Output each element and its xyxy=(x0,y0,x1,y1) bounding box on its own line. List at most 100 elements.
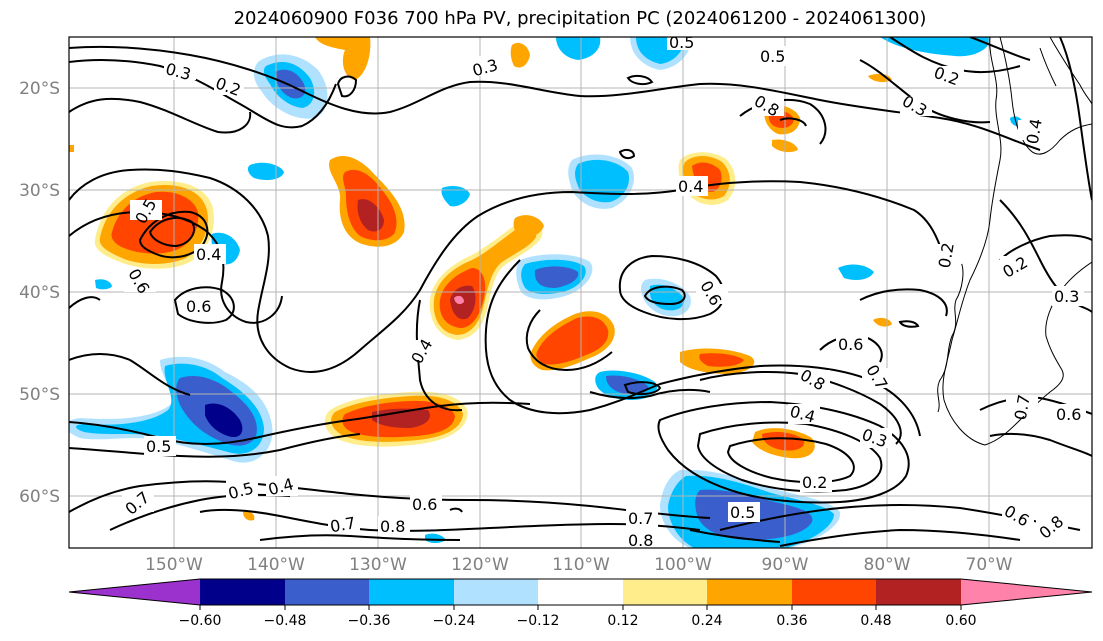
contour-label: 0.5 xyxy=(146,437,171,456)
precip-pos-blob xyxy=(315,37,371,80)
pv-contour xyxy=(148,216,195,248)
precip-pos-blob xyxy=(69,145,74,152)
pv-contour xyxy=(643,285,686,306)
colorbar-tick: 0.60 xyxy=(945,613,976,629)
coastline xyxy=(937,37,1092,446)
pv-contour xyxy=(109,493,291,531)
contour-label: 0.6 xyxy=(412,495,437,514)
pv-contour xyxy=(484,259,921,437)
pv-contour xyxy=(449,507,463,513)
colorbar-tick: 0.24 xyxy=(691,613,722,629)
pv-contour xyxy=(199,508,701,532)
pv-contour xyxy=(69,480,711,519)
pv-contour xyxy=(69,45,1041,151)
pv-contour xyxy=(173,286,235,324)
colorbar-extend-right xyxy=(961,579,1092,605)
precip-pos-blob xyxy=(454,295,464,305)
colorbar-tick: −0.60 xyxy=(179,613,222,629)
pv-contour xyxy=(1059,37,1092,201)
pv-contour xyxy=(699,371,902,445)
lat-tick-label: 60°S xyxy=(19,487,60,507)
lat-tick-label: 40°S xyxy=(19,283,60,303)
pv-contour xyxy=(689,529,781,543)
pv-contour xyxy=(859,288,948,317)
precip-neg-blob xyxy=(575,159,630,203)
pv-contour xyxy=(259,534,461,541)
colorbar-swatch xyxy=(538,579,623,605)
contour-label: 0.5 xyxy=(669,33,694,52)
pv-contour xyxy=(69,296,101,309)
plot-frame xyxy=(68,36,1093,549)
contour-label: 0.7 xyxy=(628,509,653,528)
pv-contour xyxy=(657,400,910,504)
precip-neg-blob xyxy=(205,403,243,438)
pv-contours xyxy=(69,37,1092,547)
precip-neg-blob xyxy=(247,162,284,180)
pv-contour xyxy=(898,320,920,328)
contour-label: 0.6 xyxy=(186,297,211,316)
precip-pos-blob xyxy=(868,73,892,83)
pv-contour xyxy=(999,199,1092,313)
precip-neg-blob xyxy=(838,264,874,280)
colorbar-tick: 0.48 xyxy=(860,613,891,629)
pv-contour xyxy=(69,168,945,373)
precip-pos-blob xyxy=(536,316,609,365)
colorbar-tick: 0.12 xyxy=(607,613,638,629)
pv-contour xyxy=(69,97,252,134)
lon-tick-label: 150°W xyxy=(145,555,203,575)
colorbar-tick: −0.24 xyxy=(433,613,476,629)
pv-contour xyxy=(589,388,711,400)
contour-label: 0.2 xyxy=(802,473,827,492)
lat-tick-label: 30°S xyxy=(19,181,60,201)
lon-tick-label: 120°W xyxy=(451,555,509,575)
contour-labels: 0.3 0.2 0.3 0.5 0.5 0.2 0.3 0.8 0.4 0.5 … xyxy=(121,33,1086,548)
contour-label: 0.6 xyxy=(1056,405,1081,424)
contour-label: 0.8 xyxy=(380,517,405,536)
precip-neg-blob xyxy=(534,266,579,288)
precip-pos-blob xyxy=(243,511,255,521)
lat-tick-labels: 20°S 30°S 40°S 50°S 60°S xyxy=(19,79,60,507)
pv-contour xyxy=(999,234,1092,261)
colorbar-tick: −0.48 xyxy=(264,613,307,629)
colorbar-swatch xyxy=(623,579,707,605)
precip-neg-blob xyxy=(95,279,112,290)
pv-contour xyxy=(779,528,1021,547)
colorbar-swatch xyxy=(792,579,876,605)
pv-contour xyxy=(969,37,1031,61)
lon-tick-label: 70°W xyxy=(966,555,1013,575)
contour-label: 0.7 xyxy=(329,513,357,536)
colorbar-swatch xyxy=(876,579,961,605)
pv-contour xyxy=(779,117,807,127)
colorbar-tick: 0.36 xyxy=(776,613,807,629)
precip-pos-blob xyxy=(510,42,530,68)
lon-tick-label: 100°W xyxy=(654,555,712,575)
colorbar-tick: −0.36 xyxy=(348,613,391,629)
colorbar-swatch xyxy=(369,579,454,605)
pv-contour xyxy=(626,74,654,86)
lon-tick-label: 90°W xyxy=(762,555,809,575)
contour-label: 0.4 xyxy=(196,245,221,264)
precip-pos-blob xyxy=(357,199,384,232)
contour-label: 0.4 xyxy=(1023,117,1046,145)
contour-label: 0.2 xyxy=(935,241,958,269)
colorbar-swatch xyxy=(200,579,285,605)
pv-contour xyxy=(726,437,855,484)
contour-label: 0.4 xyxy=(678,177,703,196)
contour-label: 0.5 xyxy=(730,503,755,522)
pv-contour xyxy=(69,433,361,458)
pv-contour xyxy=(336,75,358,98)
precip-pos-blob xyxy=(699,353,744,367)
colorbar-swatch xyxy=(707,579,792,605)
lat-tick-label: 20°S xyxy=(19,79,60,99)
lon-tick-label: 130°W xyxy=(349,555,407,575)
pv-contour xyxy=(696,421,883,493)
pv-contour xyxy=(989,432,1092,457)
lon-tick-label: 110°W xyxy=(552,555,610,575)
contour-label: 0.7 xyxy=(1011,393,1034,421)
precip-pos-blob xyxy=(513,215,544,238)
precip-neg-blob xyxy=(556,37,601,60)
pv-contour xyxy=(69,353,191,396)
pv-contour xyxy=(525,309,613,372)
contour-label: 0.5 xyxy=(760,47,785,66)
